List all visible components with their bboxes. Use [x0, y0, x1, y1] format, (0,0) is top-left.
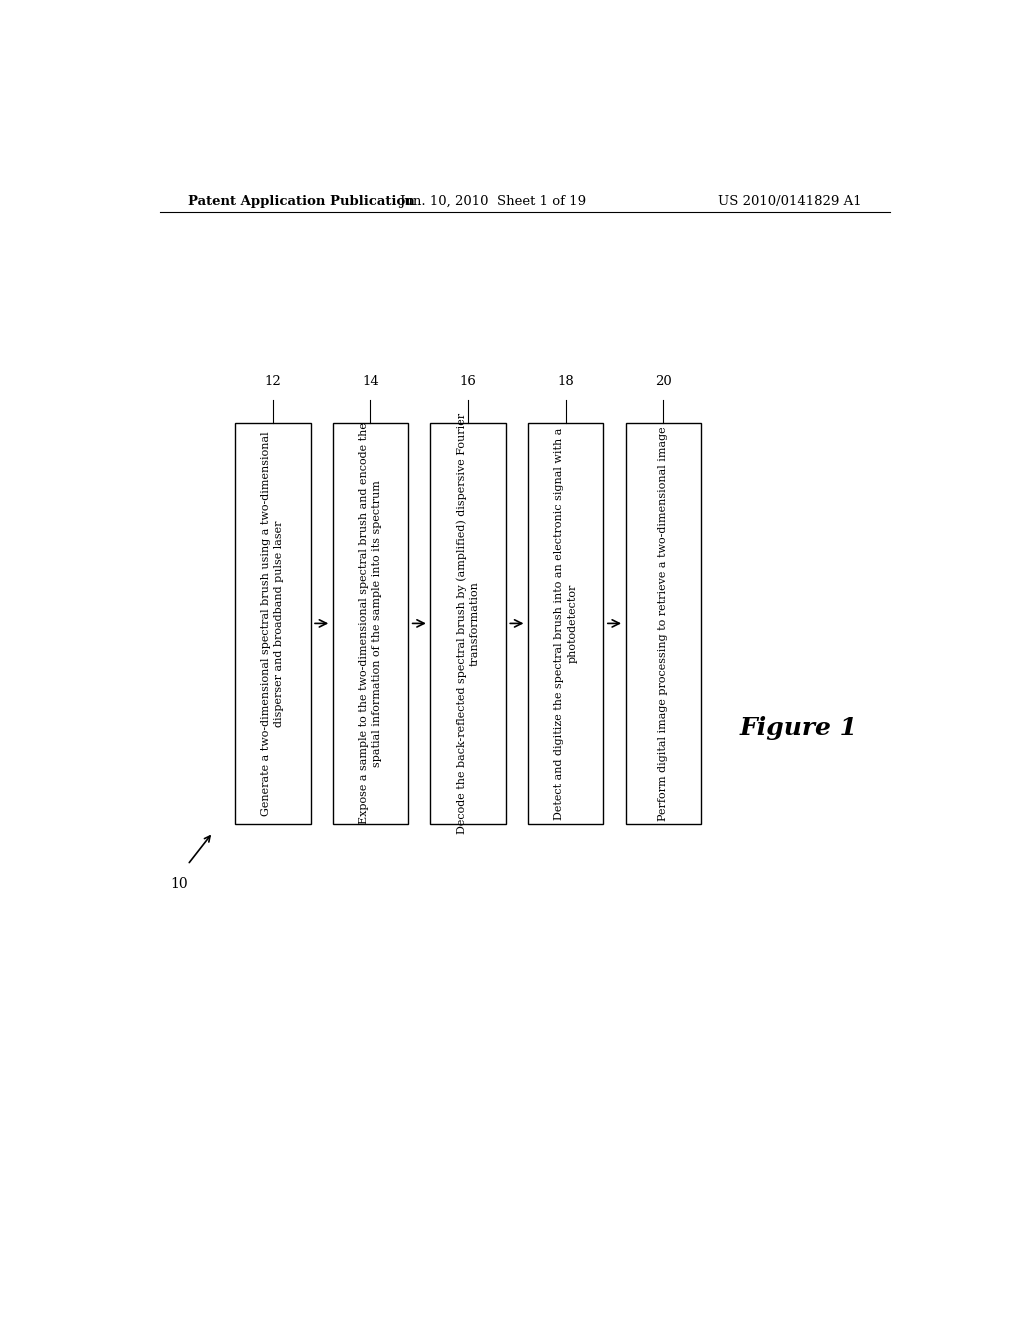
Text: Expose a sample to the two-dimensional spectral brush and encode the
spatial inf: Expose a sample to the two-dimensional s…: [358, 422, 382, 825]
Text: US 2010/0141829 A1: US 2010/0141829 A1: [719, 194, 862, 207]
Text: 12: 12: [264, 375, 282, 388]
Text: Decode the back-reflected spectral brush by (amplified) dispersive Fourier
trans: Decode the back-reflected spectral brush…: [456, 413, 480, 834]
Bar: [333, 422, 409, 824]
Bar: [626, 422, 701, 824]
Text: 16: 16: [460, 375, 476, 388]
Text: Detect and digitize the spectral brush into an electronic signal with a
photodet: Detect and digitize the spectral brush i…: [554, 428, 578, 820]
Text: 20: 20: [655, 375, 672, 388]
Text: Patent Application Publication: Patent Application Publication: [187, 194, 415, 207]
Bar: [528, 422, 603, 824]
Text: 10: 10: [171, 876, 188, 891]
Bar: [430, 422, 506, 824]
Bar: [236, 422, 310, 824]
Text: Perform digital image processing to retrieve a two-dimensional image: Perform digital image processing to retr…: [658, 426, 669, 821]
Text: 14: 14: [362, 375, 379, 388]
Text: Jun. 10, 2010  Sheet 1 of 19: Jun. 10, 2010 Sheet 1 of 19: [399, 194, 587, 207]
Text: Generate a two-dimensional spectral brush using a two-dimensional
disperser and : Generate a two-dimensional spectral brus…: [261, 432, 285, 816]
Text: 18: 18: [557, 375, 574, 388]
Text: Figure 1: Figure 1: [739, 715, 857, 739]
